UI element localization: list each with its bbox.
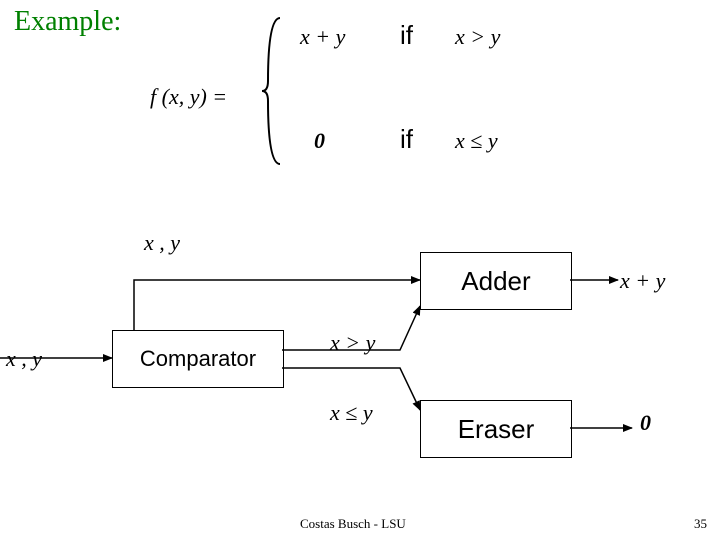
piecewise-expr-1: 0 <box>314 128 325 154</box>
piecewise-cond-0: x > y <box>455 24 500 50</box>
cond-gt-label: x > y <box>330 330 375 356</box>
arrows-layer <box>0 0 720 540</box>
out-zero-label: 0 <box>640 410 651 436</box>
piecewise-cond-1: x ≤ y <box>455 128 498 154</box>
piecewise-brace <box>262 16 284 176</box>
footer-center: Costas Busch - LSU <box>300 516 406 532</box>
piecewise-if-0: if <box>400 20 413 51</box>
piecewise-lhs: f (x, y) = <box>150 84 227 110</box>
adder-label: Adder <box>461 266 530 297</box>
adder-box: Adder <box>420 252 572 310</box>
comparator-label: Comparator <box>140 346 256 372</box>
comparator-box: Comparator <box>112 330 284 388</box>
input-xy-label: x , y <box>6 346 42 372</box>
cond-le-label: x ≤ y <box>330 400 373 426</box>
piecewise-if-1: if <box>400 124 413 155</box>
page-title: Example: <box>14 6 121 38</box>
top-xy-label: x , y <box>144 230 180 256</box>
eraser-label: Eraser <box>458 414 535 445</box>
footer-page: 35 <box>694 516 707 532</box>
piecewise-expr-0: x + y <box>300 24 345 50</box>
eraser-box: Eraser <box>420 400 572 458</box>
out-sum-label: x + y <box>620 268 665 294</box>
